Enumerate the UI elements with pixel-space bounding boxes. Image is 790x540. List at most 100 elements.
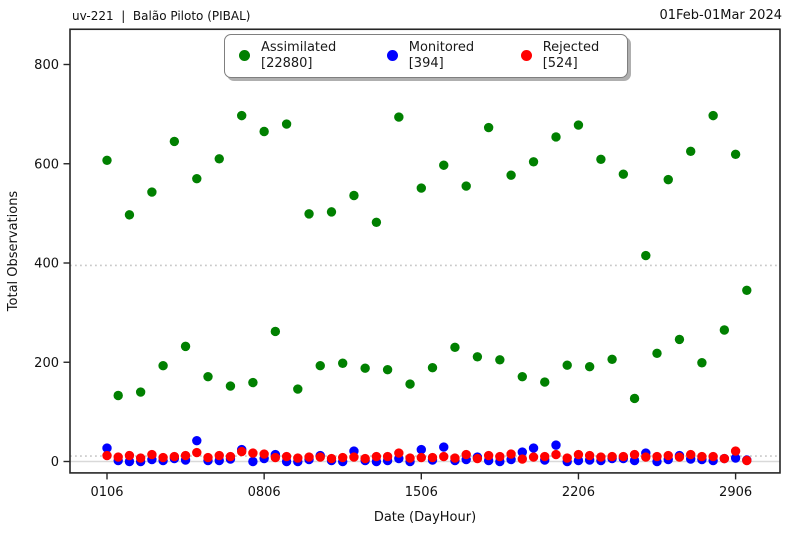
rejected-data-point <box>237 446 247 457</box>
assimilated-data-point <box>113 390 123 401</box>
rejected-data-point <box>618 451 629 462</box>
rejected-data-point <box>304 452 314 462</box>
assimilated-marker-icon <box>239 50 250 62</box>
legend-entry-monitored: Monitored [394] <box>386 40 497 72</box>
rejected-data-point <box>405 453 415 463</box>
rejected-data-point <box>629 449 640 460</box>
rejected-data-point <box>495 451 505 462</box>
legend-series-count: [394] <box>408 55 444 71</box>
rejected-data-point <box>169 451 180 462</box>
rejected-data-point <box>135 453 146 463</box>
assimilated-data-point <box>237 110 247 121</box>
rejected-data-point <box>483 450 494 461</box>
assimilated-data-point <box>618 169 629 179</box>
y-tick-label: 200 <box>34 356 59 371</box>
assimilated-data-point <box>326 207 337 217</box>
legend-series-name: Monitored <box>408 40 475 55</box>
legend-series-name: Assimilated <box>261 40 337 55</box>
assimilated-data-point <box>315 361 325 371</box>
assimilated-data-point <box>719 325 730 335</box>
monitored-data-point <box>551 440 561 450</box>
rejected-data-point <box>338 452 348 463</box>
assimilated-data-point <box>225 381 236 391</box>
assimilated-data-point <box>203 371 213 382</box>
assimilated-data-point <box>730 149 741 160</box>
legend-label: Rejected [524] <box>543 40 600 72</box>
rejected-data-point <box>697 451 707 462</box>
rejected-data-point <box>349 452 359 462</box>
assimilated-data-point <box>641 250 651 261</box>
monitored-marker-icon <box>386 50 398 62</box>
rejected-data-point <box>416 452 426 463</box>
assimilated-data-point <box>259 126 269 137</box>
rejected-data-point <box>506 449 516 459</box>
rejected-data-point <box>259 449 269 459</box>
legend-box: Assimilated [22880] Monitored [394] Reje… <box>224 34 628 78</box>
assimilated-data-point <box>360 363 370 373</box>
rejected-data-point <box>439 451 449 462</box>
assimilated-data-point <box>416 183 426 193</box>
rejected-data-point <box>394 448 404 458</box>
x-axis-label: Date (DayHour) <box>373 510 477 525</box>
rejected-data-point <box>719 453 730 464</box>
assimilated-data-point <box>562 360 572 370</box>
assimilated-data-point <box>461 181 471 191</box>
assimilated-data-point <box>596 154 606 164</box>
assimilated-data-point <box>405 379 415 389</box>
rejected-data-point <box>461 449 471 460</box>
legend-entry-assimilated: Assimilated [22880] <box>239 40 363 72</box>
rejected-data-point <box>281 451 292 462</box>
legend-series-count: [524] <box>542 55 578 71</box>
assimilated-data-point <box>270 326 281 337</box>
assimilated-data-point <box>472 352 483 362</box>
y-tick-label: 600 <box>34 157 59 172</box>
chart-period: 01Feb-01Mar 2024 <box>659 8 782 23</box>
rejected-data-point <box>540 451 550 462</box>
x-tick-label: 1506 <box>405 485 438 500</box>
rejected-marker-icon <box>520 50 532 62</box>
assimilated-data-point <box>293 384 303 394</box>
assimilated-data-point <box>102 155 112 165</box>
rejected-data-point <box>450 453 460 463</box>
x-tick-label: 2906 <box>719 485 752 500</box>
assimilated-data-point <box>528 157 539 167</box>
x-tick-label: 0106 <box>90 485 123 500</box>
rejected-data-point <box>584 450 595 461</box>
assimilated-data-point <box>147 187 157 197</box>
chart-subtitle: uv-221 | Balão Piloto (PIBAL) <box>72 9 251 23</box>
rejected-data-point <box>124 450 135 461</box>
assimilated-data-point <box>135 387 146 397</box>
rejected-data-point <box>147 449 157 460</box>
assimilated-data-point <box>192 173 202 184</box>
rejected-data-point <box>427 452 438 463</box>
rejected-data-point <box>371 451 382 462</box>
rejected-data-point <box>214 450 224 461</box>
legend-entry-rejected: Rejected [524] <box>520 40 615 72</box>
assimilated-data-point <box>674 334 685 345</box>
rejected-data-point <box>528 452 539 462</box>
rejected-data-point <box>102 450 112 461</box>
assimilated-data-point <box>629 393 640 404</box>
monitored-data-point <box>248 456 258 467</box>
monitored-data-point <box>192 435 202 446</box>
monitored-data-point <box>517 447 527 457</box>
rejected-data-point <box>192 447 202 458</box>
legend-series-name: Rejected <box>542 40 600 55</box>
monitored-data-point <box>730 453 741 463</box>
rejected-data-point <box>248 448 258 458</box>
assimilated-data-point <box>214 154 224 164</box>
assimilated-data-point <box>686 146 696 157</box>
assimilated-data-point <box>652 348 662 359</box>
rejected-data-point <box>203 452 213 463</box>
assimilated-data-point <box>394 112 404 122</box>
rejected-data-point <box>270 452 281 463</box>
rejected-data-point <box>180 450 191 461</box>
assimilated-data-point <box>663 174 673 185</box>
rejected-data-point <box>225 451 236 462</box>
assimilated-data-point <box>607 354 617 364</box>
y-tick-label: 800 <box>34 58 59 73</box>
rejected-data-point <box>596 452 606 462</box>
rejected-data-point <box>293 453 303 463</box>
monitored-data-point <box>528 443 539 453</box>
